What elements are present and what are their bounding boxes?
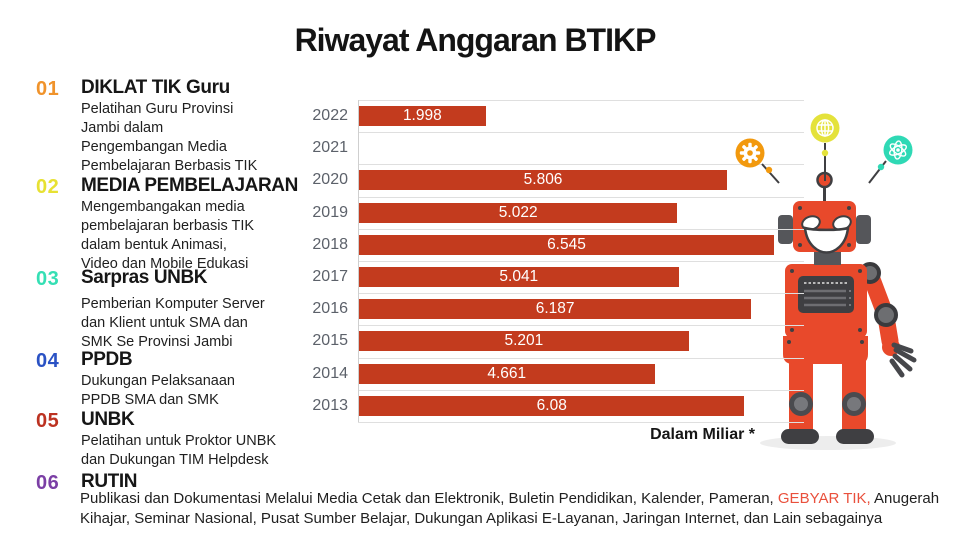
bar-value-label: 4.661 bbox=[487, 364, 527, 382]
footer-text: Kihajar, Seminar Nasional, Pusat Sumber … bbox=[80, 509, 883, 527]
section-diklat: 01 DIKLAT TIK Guru Pelatihan Guru Provin… bbox=[36, 78, 316, 176]
gridline bbox=[358, 261, 804, 262]
bar-value-label: 5.201 bbox=[504, 332, 544, 350]
section-desc: Pelatihan untuk Proktor UNBK dan Dukunga… bbox=[81, 433, 277, 468]
year-label: 2019 bbox=[312, 203, 348, 221]
rutin-description: Publikasi dan Dokumentasi Melalui Media … bbox=[80, 489, 945, 528]
atom-icon bbox=[883, 135, 913, 165]
year-label: 2020 bbox=[312, 171, 348, 189]
bar-value-label: 6.08 bbox=[536, 396, 567, 414]
gridline bbox=[358, 196, 804, 198]
bar-value-label: 5.806 bbox=[523, 171, 563, 189]
section-title: MEDIA PEMBELAJARAN bbox=[81, 175, 298, 196]
section-rutin: 06 RUTIN bbox=[36, 472, 316, 495]
footer-text: Anugerah bbox=[870, 490, 940, 507]
robot-shadow bbox=[760, 436, 896, 450]
section-title: Sarpras UNBK bbox=[81, 267, 208, 288]
year-label: 2021 bbox=[312, 139, 348, 157]
robot-smile bbox=[803, 226, 850, 254]
bar-2022: 1.998 bbox=[359, 106, 486, 126]
year-label: 2022 bbox=[312, 107, 348, 124]
gridline bbox=[358, 293, 804, 295]
year-label: 2018 bbox=[312, 235, 348, 253]
section-unbk: 05 UNBK Pelatihan untuk Proktor UNBK dan… bbox=[36, 410, 316, 470]
year-label: 2016 bbox=[312, 300, 348, 318]
footer-highlight-gebyar-tik: GEBYAR TIK, bbox=[777, 490, 871, 507]
gridline bbox=[358, 325, 804, 327]
bar-2017: 5.041 bbox=[359, 267, 679, 287]
section-title: DIKLAT TIK Guru bbox=[81, 77, 230, 98]
globe-icon bbox=[810, 113, 840, 143]
section-title: PPDB bbox=[81, 349, 133, 370]
tech-icons bbox=[735, 113, 913, 184]
bar-2013: 6.08 bbox=[359, 395, 745, 416]
section-desc: Dukungan Pelaksanaan PPDB SMA dan SMK bbox=[81, 373, 235, 408]
gridline bbox=[358, 228, 804, 230]
bar-2020: 5.806 bbox=[359, 170, 728, 191]
year-label: 2017 bbox=[312, 268, 348, 285]
section-sarpras: 03 Sarpras UNBK Pemberian Komputer Serve… bbox=[36, 268, 316, 352]
robot-mascot-illustration bbox=[760, 171, 917, 450]
gridline bbox=[358, 132, 804, 134]
gridline bbox=[358, 422, 804, 423]
bar-value-label: 5.022 bbox=[498, 203, 538, 221]
robot-chest-panel bbox=[798, 276, 854, 313]
year-label: 2015 bbox=[312, 332, 348, 350]
bar-2014: 4.661 bbox=[359, 363, 655, 384]
year-label: 2014 bbox=[312, 364, 348, 382]
year-label: 2013 bbox=[312, 396, 348, 414]
bar-value-label: 1.998 bbox=[402, 107, 442, 124]
section-number: 06 bbox=[36, 472, 60, 494]
section-number: 04 bbox=[36, 350, 60, 372]
section-desc: Pemberian Komputer Server dan Klient unt… bbox=[81, 296, 265, 350]
bar-2015: 5.201 bbox=[359, 331, 689, 352]
section-title: RUTIN bbox=[81, 471, 138, 492]
section-number: 02 bbox=[36, 176, 60, 198]
gridline bbox=[358, 100, 804, 101]
section-media: 02 MEDIA PEMBELAJARAN Mengembangakan med… bbox=[36, 176, 316, 274]
page-title: Riwayat Anggaran BTIKP bbox=[294, 22, 657, 58]
bar-value-label: 5.041 bbox=[499, 268, 539, 285]
y-axis-line bbox=[358, 100, 359, 422]
footer-text: Publikasi dan Dokumentasi Melalui Media … bbox=[80, 490, 778, 507]
bar-2019: 5.022 bbox=[359, 202, 678, 223]
bar-2018: 6.545 bbox=[359, 234, 774, 255]
section-number: 01 bbox=[36, 78, 60, 100]
bar-value-label: 6.187 bbox=[535, 300, 575, 318]
section-desc: Mengembangakan media pembelajaran berbas… bbox=[81, 199, 255, 272]
section-ppdb: 04 PPDB Dukungan Pelaksanaan PPDB SMA da… bbox=[36, 350, 316, 410]
section-number: 05 bbox=[36, 410, 60, 432]
section-title: UNBK bbox=[81, 409, 135, 430]
bar-value-label: 6.545 bbox=[547, 235, 586, 253]
section-number: 03 bbox=[36, 268, 60, 290]
gridline bbox=[358, 389, 804, 391]
chart-unit-note: Dalam Miliar * bbox=[650, 426, 755, 443]
bar-2016: 6.187 bbox=[359, 299, 752, 320]
gear-icon bbox=[735, 138, 765, 168]
gridline bbox=[358, 357, 804, 359]
section-desc: Pelatihan Guru Provinsi Jambi dalam Peng… bbox=[81, 101, 258, 174]
gridline bbox=[358, 164, 804, 166]
